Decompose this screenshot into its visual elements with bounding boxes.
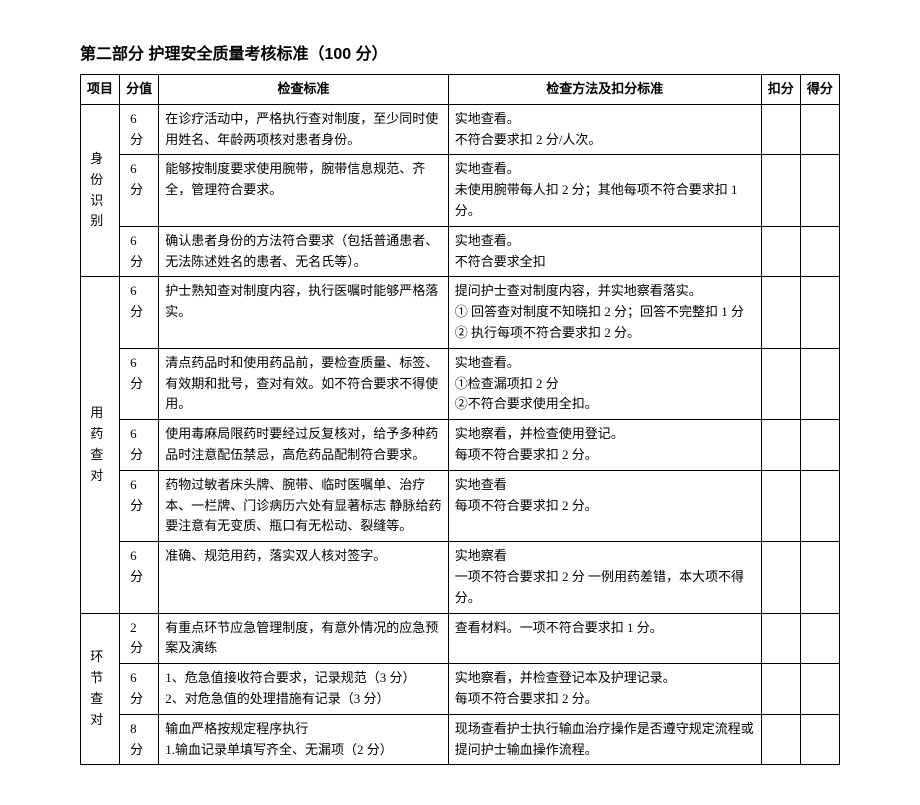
cell-score: 6 分 [120, 420, 159, 471]
cell-method: 现场查看护士执行输血治疗操作是否遵守规定流程或提问护士输血操作流程。 [448, 714, 761, 765]
cell-method: 提问护士查对制度内容，并实地察看落实。① 回答查对制度不知晓扣 2 分；回答不完… [448, 277, 761, 348]
cell-standard: 在诊疗活动中，严格执行查对制度，至少同时使用姓名、年龄两项核对患者身份。 [159, 104, 449, 155]
table-row: 用 药查 对6 分护士熟知查对制度内容，执行医嘱时能够严格落实。提问护士查对制度… [81, 277, 840, 348]
cell-standard: 使用毒麻局限药时要经过反复核对，给予多种药品时注意配伍禁忌，高危药品配制符合要求… [159, 420, 449, 471]
cell-score: 6 分 [120, 277, 159, 348]
cell-standard: 准确、规范用药，落实双人核对签字。 [159, 542, 449, 613]
cell-deduct [761, 613, 800, 664]
cell-method: 实地察看，并检查使用登记。每项不符合要求扣 2 分。 [448, 420, 761, 471]
assessment-table: 项目 分值 检查标准 检查方法及扣分标准 扣分 得分 身 份识 别6 分在诊疗活… [80, 74, 840, 765]
section-name: 环 节查 对 [81, 613, 120, 765]
cell-standard: 确认患者身份的方法符合要求（包括普通患者、无法陈述姓名的患者、无名氏等）。 [159, 226, 449, 277]
cell-score: 6 分 [120, 104, 159, 155]
cell-score: 6 分 [120, 664, 159, 715]
cell-standard: 能够按制度要求使用腕带，腕带信息规范、齐全，管理符合要求。 [159, 155, 449, 226]
cell-deduct [761, 348, 800, 419]
cell-got [800, 104, 839, 155]
cell-score: 8 分 [120, 714, 159, 765]
table-row: 6 分清点药品时和使用药品前，要检查质量、标签、有效期和批号，查对有效。如不符合… [81, 348, 840, 419]
cell-got [800, 613, 839, 664]
cell-standard: 1、危急值接收符合要求，记录规范（3 分）2、对危急值的处理措施有记录（3 分） [159, 664, 449, 715]
cell-got [800, 542, 839, 613]
table-row: 身 份识 别6 分在诊疗活动中，严格执行查对制度，至少同时使用姓名、年龄两项核对… [81, 104, 840, 155]
cell-method: 查看材料。一项不符合要求扣 1 分。 [448, 613, 761, 664]
cell-standard: 有重点环节应急管理制度，有意外情况的应急预案及演练 [159, 613, 449, 664]
cell-standard: 清点药品时和使用药品前，要检查质量、标签、有效期和批号，查对有效。如不符合要求不… [159, 348, 449, 419]
cell-got [800, 226, 839, 277]
cell-got [800, 714, 839, 765]
cell-score: 6 分 [120, 155, 159, 226]
cell-deduct [761, 470, 800, 541]
table-header-row: 项目 分值 检查标准 检查方法及扣分标准 扣分 得分 [81, 75, 840, 105]
table-row: 6 分准确、规范用药，落实双人核对签字。实地察看一项不符合要求扣 2 分 一例用… [81, 542, 840, 613]
cell-deduct [761, 104, 800, 155]
section-name: 身 份识 别 [81, 104, 120, 277]
cell-got [800, 348, 839, 419]
th-score: 分值 [120, 75, 159, 105]
cell-score: 6 分 [120, 226, 159, 277]
cell-method: 实地察看一项不符合要求扣 2 分 一例用药差错，本大项不得分。 [448, 542, 761, 613]
th-standard: 检查标准 [159, 75, 449, 105]
table-row: 环 节查 对2 分有重点环节应急管理制度，有意外情况的应急预案及演练查看材料。一… [81, 613, 840, 664]
cell-deduct [761, 664, 800, 715]
cell-got [800, 664, 839, 715]
cell-deduct [761, 542, 800, 613]
cell-got [800, 277, 839, 348]
th-got: 得分 [800, 75, 839, 105]
cell-method: 实地查看每项不符合要求扣 2 分。 [448, 470, 761, 541]
cell-deduct [761, 155, 800, 226]
cell-method: 实地查看。不符合要求全扣 [448, 226, 761, 277]
cell-got [800, 155, 839, 226]
cell-method: 实地察看，并检查登记本及护理记录。每项不符合要求扣 2 分。 [448, 664, 761, 715]
cell-method: 实地查看。不符合要求扣 2 分/人次。 [448, 104, 761, 155]
page-title: 第二部分 护理安全质量考核标准（100 分） [80, 40, 840, 64]
cell-standard: 药物过敏者床头牌、腕带、临时医嘱单、治疗本、一栏牌、门诊病历六处有显著标志 静脉… [159, 470, 449, 541]
th-deduct: 扣分 [761, 75, 800, 105]
th-method: 检查方法及扣分标准 [448, 75, 761, 105]
table-row: 6 分药物过敏者床头牌、腕带、临时医嘱单、治疗本、一栏牌、门诊病历六处有显著标志… [81, 470, 840, 541]
cell-method: 实地查看。未使用腕带每人扣 2 分；其他每项不符合要求扣 1 分。 [448, 155, 761, 226]
cell-deduct [761, 714, 800, 765]
cell-standard: 护士熟知查对制度内容，执行医嘱时能够严格落实。 [159, 277, 449, 348]
section-name: 用 药查 对 [81, 277, 120, 613]
cell-method: 实地查看。①检查漏项扣 2 分②不符合要求使用全扣。 [448, 348, 761, 419]
table-row: 6 分确认患者身份的方法符合要求（包括普通患者、无法陈述姓名的患者、无名氏等）。… [81, 226, 840, 277]
cell-standard: 输血严格按规定程序执行1.输血记录单填写齐全、无漏项（2 分） [159, 714, 449, 765]
cell-score: 2 分 [120, 613, 159, 664]
table-row: 6 分1、危急值接收符合要求，记录规范（3 分）2、对危急值的处理措施有记录（3… [81, 664, 840, 715]
cell-got [800, 470, 839, 541]
th-project: 项目 [81, 75, 120, 105]
cell-score: 6 分 [120, 470, 159, 541]
cell-got [800, 420, 839, 471]
cell-deduct [761, 226, 800, 277]
cell-score: 6 分 [120, 542, 159, 613]
table-row: 6 分使用毒麻局限药时要经过反复核对，给予多种药品时注意配伍禁忌，高危药品配制符… [81, 420, 840, 471]
table-row: 6 分能够按制度要求使用腕带，腕带信息规范、齐全，管理符合要求。实地查看。未使用… [81, 155, 840, 226]
cell-score: 6 分 [120, 348, 159, 419]
cell-deduct [761, 277, 800, 348]
cell-deduct [761, 420, 800, 471]
table-row: 8 分输血严格按规定程序执行1.输血记录单填写齐全、无漏项（2 分）现场查看护士… [81, 714, 840, 765]
